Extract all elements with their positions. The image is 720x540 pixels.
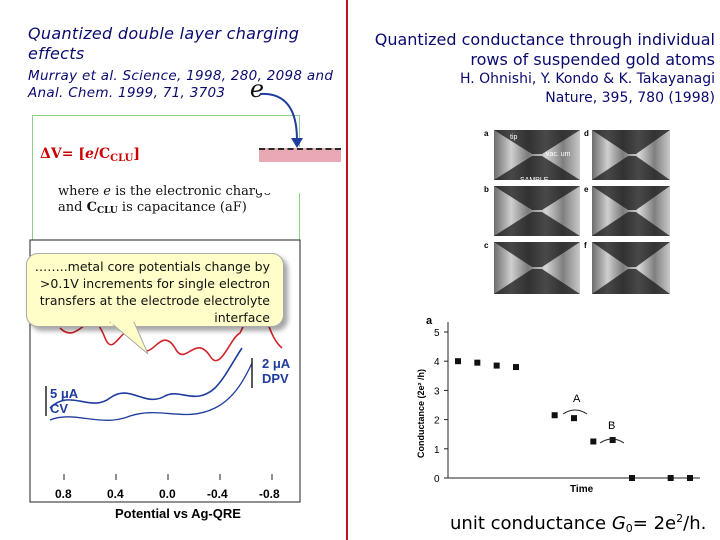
unit-post: /h.	[683, 513, 707, 534]
formula-suffix: ]	[133, 146, 140, 162]
column-divider	[346, 0, 348, 540]
data-point	[571, 415, 577, 422]
data-point	[455, 358, 461, 365]
formula-slash: /C	[93, 146, 111, 162]
unit-sub: 0	[625, 522, 633, 535]
x-tick-4: -0.8	[259, 487, 280, 501]
electron-arrow-icon	[259, 92, 303, 148]
tip-label: tip	[510, 134, 518, 141]
y-tick-label: 5	[434, 328, 440, 339]
dpv-scale-label2: DPV	[262, 371, 289, 386]
micrograph-c: c	[484, 241, 580, 294]
desc-mid: is the electronic charge and	[58, 184, 272, 215]
conductance-chart: a Time Conductance (2e² /h) 0 1 2 3 4 5 A B	[410, 310, 710, 500]
left-ref-line1: Murray et al. Science, 1998, 280, 2098 a…	[28, 68, 334, 84]
cv-trace-lower	[49, 362, 253, 421]
panel-label-d: d	[584, 129, 589, 138]
annotation-A: A	[573, 393, 581, 405]
au-charge-dashes	[259, 148, 341, 150]
annotation-B: B	[608, 420, 615, 432]
left-title: Quantized double layer charging effects …	[28, 24, 338, 102]
data-point	[590, 438, 597, 445]
micrograph-b: b SAMPLE	[484, 177, 580, 236]
data-point	[474, 359, 481, 366]
panel-label-e: e	[584, 185, 589, 194]
data-point	[629, 475, 635, 481]
chart-xlabel: Time	[570, 484, 594, 495]
chart-panel-label: a	[426, 315, 433, 327]
unit-symbol: G	[611, 513, 626, 534]
y-tick-label: 2	[434, 416, 440, 427]
y-tick-label: 3	[434, 386, 440, 397]
panel-label-c: c	[484, 241, 489, 250]
micrograph-d: d	[584, 129, 670, 180]
callout-pointer	[109, 322, 149, 355]
unit-text-pre: unit conductance	[450, 513, 612, 534]
vac-label: vac. um	[546, 151, 571, 158]
data-point	[687, 475, 693, 481]
desc-sub: CLU	[96, 206, 118, 216]
desc-post: is capacitance (aF)	[117, 200, 247, 215]
micrograph-a: a tip vac. um	[484, 129, 580, 180]
panel-label-f: f	[584, 241, 587, 250]
data-point	[513, 364, 519, 371]
x-tick-0: 0.8	[55, 487, 72, 501]
formula-e: e	[84, 146, 94, 162]
right-ref-line2: Nature, 395, 780 (1998)	[545, 90, 715, 106]
micrograph-f: f	[584, 241, 670, 294]
au-surface-charge	[259, 148, 341, 162]
formula-sub: CLU	[110, 153, 134, 164]
electron-symbol: e	[249, 75, 265, 103]
panel-label-b: b	[484, 185, 489, 194]
data-point	[609, 437, 616, 444]
micrograph-e: e	[584, 185, 670, 236]
right-title: Quantized conductance through individual…	[350, 30, 715, 108]
data-point	[551, 412, 558, 419]
x-tick-3: -0.4	[207, 487, 228, 501]
desc-pre: where	[58, 184, 104, 199]
micrograph-panels: a tip vac. um d b SAMPLE e c f	[484, 129, 670, 294]
cv-scale-label1: 5 μA	[50, 386, 79, 401]
data-point	[667, 475, 674, 481]
formula-prefix: ΔV= [	[40, 146, 85, 162]
cv-trace	[49, 347, 243, 409]
callout-bubble	[26, 253, 284, 327]
formula-description: where e is the electronic charge and CCL…	[58, 184, 288, 219]
x-tick-2: 0.0	[159, 487, 176, 501]
bracket-B	[599, 438, 625, 444]
au-label: Au	[289, 166, 315, 186]
panel-label-a: a	[484, 129, 489, 138]
y-tick-label: 1	[434, 445, 440, 456]
desc-c: C	[86, 200, 97, 215]
desc-e: e	[103, 184, 111, 199]
left-title-text: Quantized double layer charging effects	[28, 24, 300, 63]
unit-eq: = 2e	[632, 513, 677, 534]
formula: ΔV= [e/CCLU]	[40, 146, 140, 164]
unit-conductance: unit conductance G0= 2e2/h.	[450, 512, 706, 535]
dpv-scale-label1: 2 μA	[262, 356, 291, 371]
sample-label: SAMPLE	[520, 177, 549, 184]
chart-ylabel: Conductance (2e² /h)	[416, 369, 426, 458]
voltammogram-ticks	[63, 474, 273, 480]
y-tick-label: 0	[434, 474, 440, 485]
bracket-A	[562, 409, 588, 415]
data-point	[493, 362, 500, 369]
x-tick-1: 0.4	[107, 487, 124, 501]
unit-sup: 2	[676, 512, 684, 525]
right-title-line2: rows of suspended gold atoms	[470, 50, 715, 69]
right-title-line1: Quantized conductance through individual	[374, 30, 715, 49]
y-tick-label: 4	[434, 357, 440, 368]
voltammogram-xlabel: Potential vs Ag-QRE	[115, 506, 241, 521]
callout-text: ……..metal core potentials change by >0.1…	[34, 259, 270, 325]
left-ref-line2: Anal. Chem. 1999, 71, 3703	[28, 85, 226, 101]
cv-scale-label2: CV	[50, 401, 68, 416]
right-ref-line1: H. Ohnishi, Y. Kondo & K. Takayanagi	[459, 71, 715, 87]
